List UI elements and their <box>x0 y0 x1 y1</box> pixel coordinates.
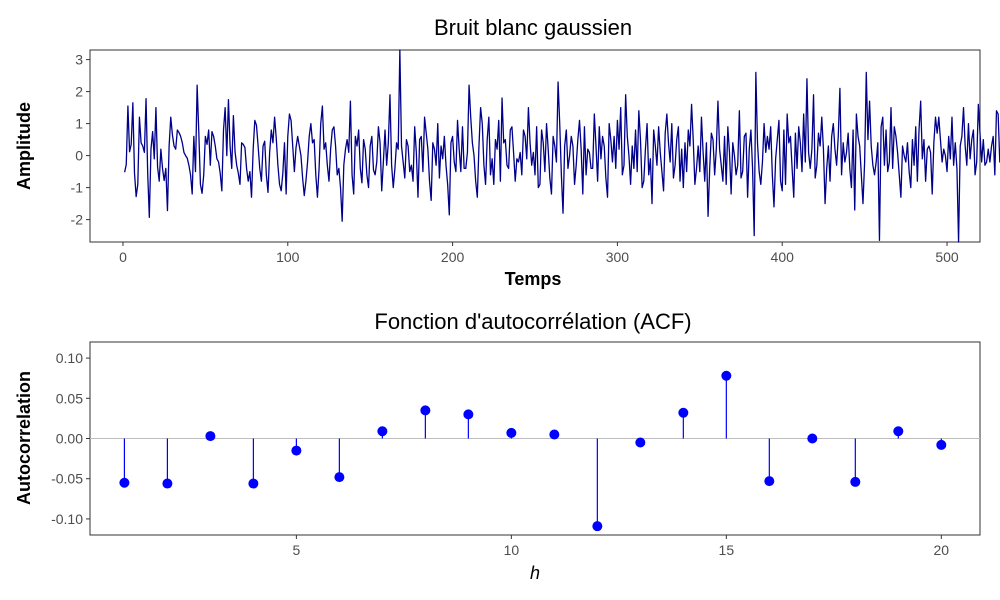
acf-y-tick-label: -0.05 <box>51 471 83 487</box>
acf-x-tick-label: 15 <box>719 542 735 558</box>
acf-x-tick-label: 20 <box>934 542 950 558</box>
acf-x-tick-label: 10 <box>504 542 520 558</box>
acf-y-tick-label: 0.05 <box>56 390 83 406</box>
acf-point <box>248 478 259 489</box>
noise-chart: Bruit blanc gaussien -2 -1 0 1 2 3 0 100 200 300… <box>14 15 1000 289</box>
noise-y-tick-label: 2 <box>75 84 83 100</box>
acf-point <box>291 445 302 456</box>
noise-x-axis-title: Temps <box>505 269 562 289</box>
acf-y-tick-label: 0.10 <box>56 350 83 366</box>
acf-point <box>635 437 646 448</box>
noise-y-tick-label: -2 <box>71 212 84 228</box>
acf-point <box>592 521 603 532</box>
noise-series-line <box>123 49 1000 243</box>
acf-x-axis: 5 10 15 20 <box>292 535 949 558</box>
acf-y-axis: -0.10 -0.05 0.00 0.05 0.10 <box>51 350 90 527</box>
acf-point <box>807 433 818 444</box>
acf-point <box>936 439 947 450</box>
acf-point <box>119 477 130 488</box>
acf-marks-group <box>119 370 947 532</box>
noise-x-axis: 0 100 200 300 400 500 <box>119 242 959 265</box>
noise-x-tick-label: 400 <box>771 249 795 265</box>
acf-point <box>850 476 861 487</box>
acf-y-tick-label: 0.00 <box>56 431 83 447</box>
acf-point <box>334 472 345 483</box>
noise-y-axis-title: Amplitude <box>14 102 34 190</box>
noise-x-tick-label: 200 <box>441 249 465 265</box>
acf-x-tick-label: 5 <box>292 542 300 558</box>
acf-point <box>506 427 517 438</box>
noise-x-tick-label: 100 <box>276 249 300 265</box>
noise-y-tick-label: 1 <box>75 116 83 132</box>
acf-point <box>893 426 904 437</box>
noise-y-tick-label: 0 <box>75 148 83 164</box>
acf-y-axis-title: Autocorrelation <box>14 371 34 505</box>
noise-y-tick-label: -1 <box>71 180 84 196</box>
acf-x-axis-title: h <box>530 563 540 583</box>
noise-x-tick-label: 300 <box>606 249 630 265</box>
noise-x-tick-label: 0 <box>119 249 127 265</box>
acf-point <box>721 370 732 381</box>
acf-point <box>549 429 560 440</box>
noise-chart-title: Bruit blanc gaussien <box>434 15 632 40</box>
acf-point <box>162 478 173 489</box>
acf-point <box>205 431 216 442</box>
acf-point <box>463 409 474 420</box>
acf-point <box>678 407 689 418</box>
acf-chart-title: Fonction d'autocorrélation (ACF) <box>374 309 691 334</box>
acf-y-tick-label: -0.10 <box>51 511 83 527</box>
noise-y-axis: -2 -1 0 1 2 3 <box>71 52 90 228</box>
acf-chart: Fonction d'autocorrélation (ACF) -0.10-0… <box>14 309 981 583</box>
acf-point <box>420 405 431 416</box>
noise-series-group <box>123 49 1000 243</box>
noise-y-tick-label: 3 <box>75 52 83 68</box>
noise-x-tick-label: 500 <box>935 249 959 265</box>
acf-point <box>764 476 775 487</box>
acf-point <box>377 426 388 437</box>
noise-plot-panel <box>89 49 981 243</box>
